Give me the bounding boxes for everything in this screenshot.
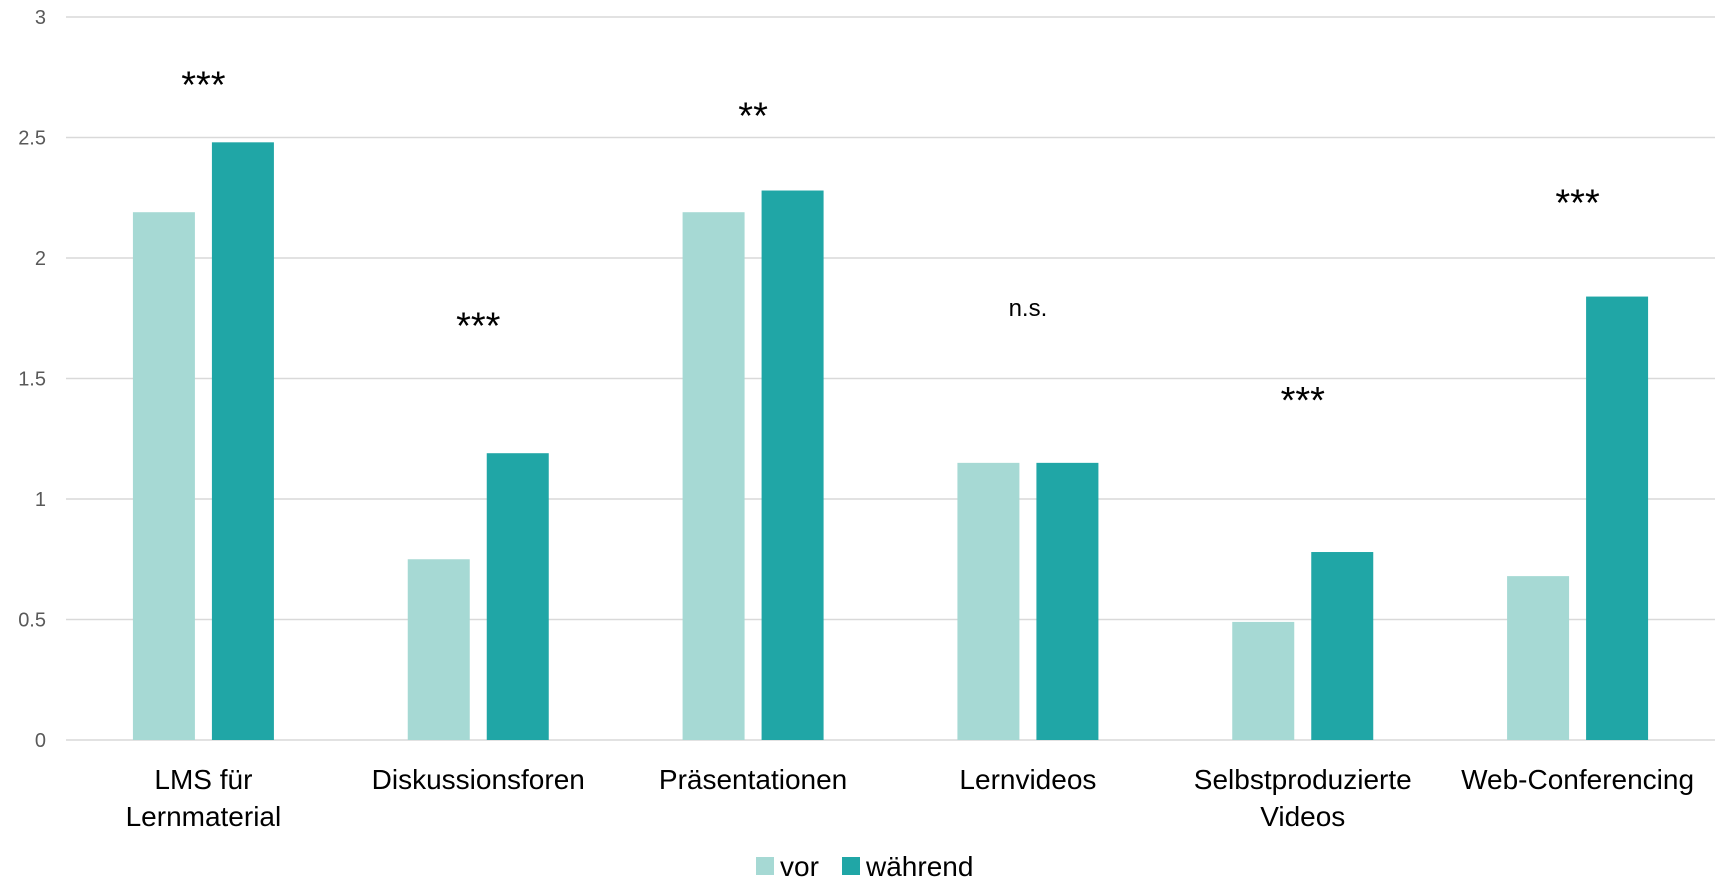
bars [132,142,1649,740]
significance-label: *** [1555,182,1600,224]
significance-label: *** [181,64,226,106]
bar-waehrend [211,142,274,740]
legend-label: vor [780,851,819,882]
significance-label: *** [1281,380,1326,422]
legend-swatch-waehrend [842,857,860,875]
bar-waehrend [1036,462,1099,740]
bar-vor [1507,576,1570,740]
bar-vor [407,559,470,740]
y-tick-label: 2 [35,248,46,270]
legend: vor während [756,851,973,882]
category-label: Lernvideos [959,764,1096,795]
y-tick-label: 1.5 [18,369,46,391]
bar-waehrend [1311,552,1374,740]
significance-label: ** [738,96,768,138]
bar-vor [1232,621,1295,740]
y-tick-label: 0 [35,730,46,752]
significance-label: *** [456,305,501,347]
y-tick-label: 0.5 [18,610,46,632]
bar-vor [682,212,745,740]
category-label: LMS für [154,764,252,795]
significance-annotations: ********n.s.****** [181,64,1600,422]
bar-vor [132,212,195,740]
significance-label: n.s. [1009,295,1048,322]
category-label: Web-Conferencing [1461,764,1694,795]
category-label: Präsentationen [659,764,847,795]
category-labels: LMS für Lernmaterial Diskussionsforen Präse… [126,764,1694,832]
bar-waehrend [761,190,824,740]
bar-vor [957,462,1020,740]
y-tick-label: 2.5 [18,128,46,150]
y-tick-label: 1 [35,489,46,511]
y-tick-label: 3 [35,7,46,29]
bar-waehrend [486,453,549,740]
bar-waehrend [1586,296,1649,740]
category-label: Selbstproduzierte [1194,764,1412,795]
legend-swatch-vor [756,857,774,875]
legend-label: während [865,851,973,882]
category-label: Lernmaterial [126,801,282,832]
category-label: Videos [1260,801,1345,832]
category-label: Diskussionsforen [372,764,585,795]
gridlines [66,16,1715,741]
y-axis-ticks: 0 0.5 1 1.5 2 2.5 3 [18,7,46,752]
